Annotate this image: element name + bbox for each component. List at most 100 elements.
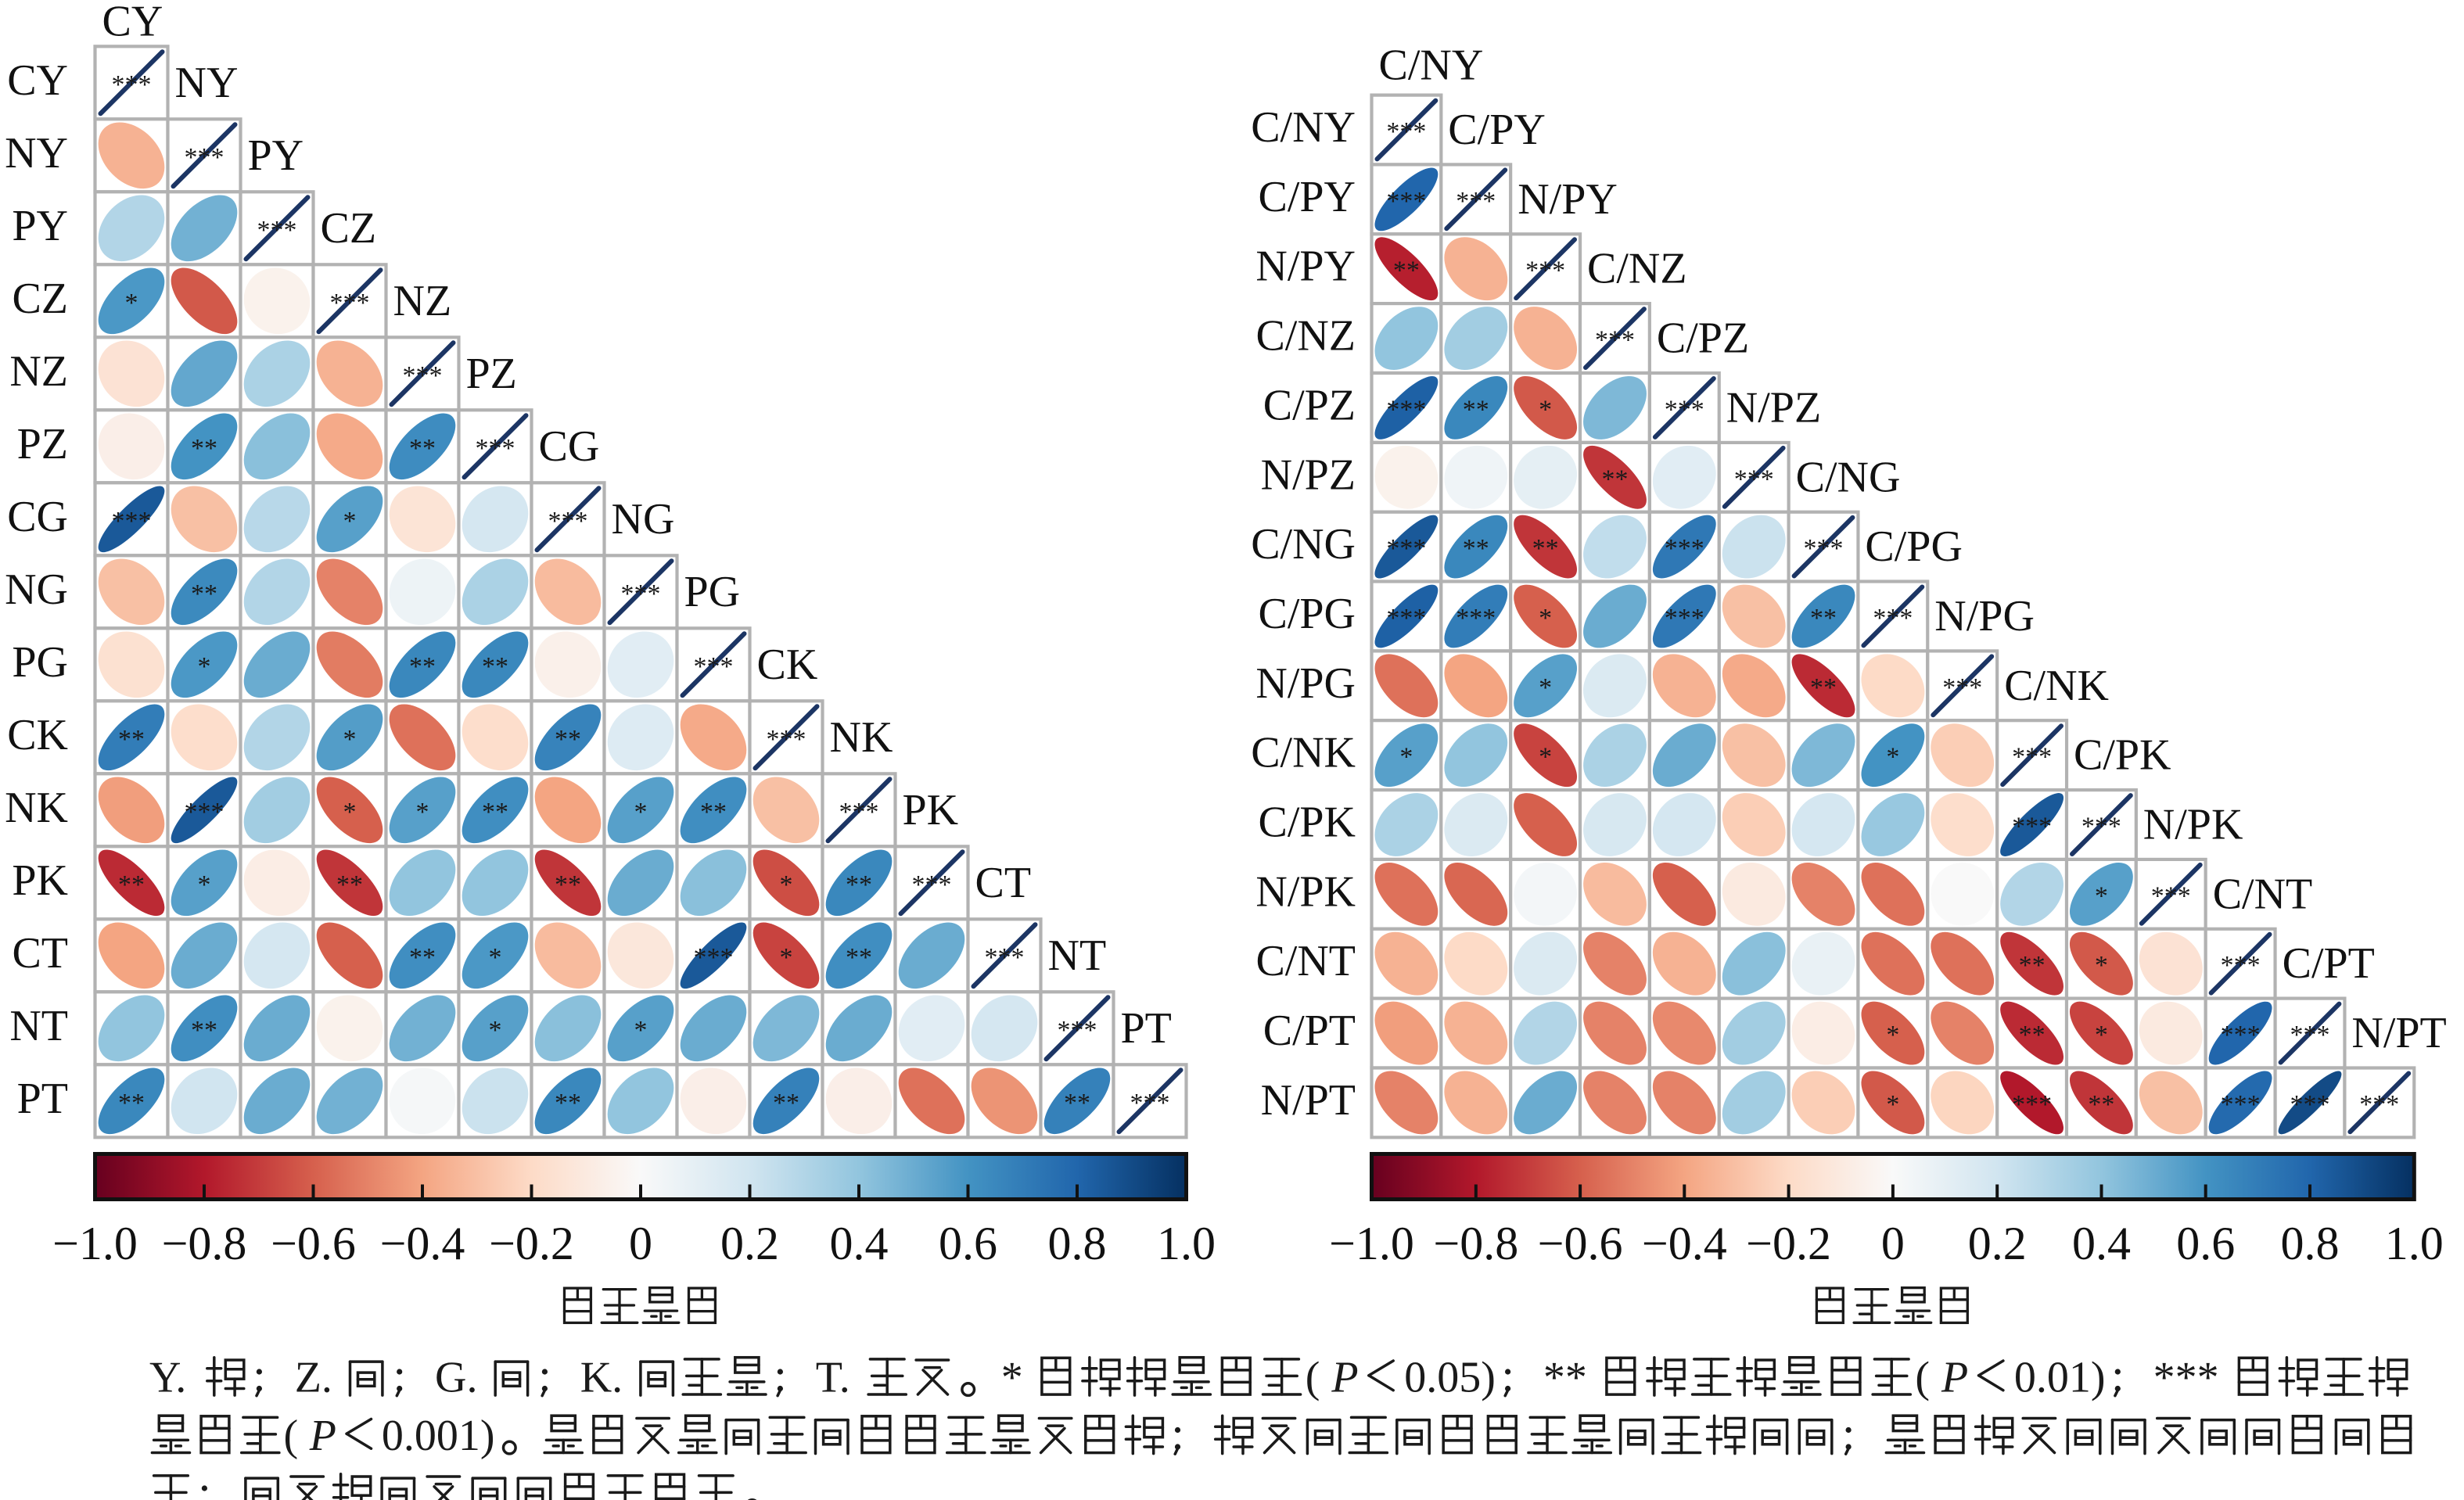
svg-text:***: *** <box>185 798 224 827</box>
svg-text:**: ** <box>1393 257 1420 285</box>
svg-text:NG: NG <box>612 495 675 544</box>
svg-text:***: *** <box>2359 1090 2399 1119</box>
svg-text:N/PG: N/PG <box>1255 659 1356 708</box>
svg-text:PY: PY <box>248 131 304 180</box>
svg-text:*: * <box>1001 1354 1023 1402</box>
svg-text:***: *** <box>1873 604 1913 633</box>
svg-text:***: *** <box>1386 534 1426 563</box>
svg-text:*: * <box>2095 1021 2108 1050</box>
svg-text:***: *** <box>2221 1021 2261 1050</box>
svg-text:**: ** <box>409 943 436 972</box>
svg-text:***: *** <box>1130 1089 1170 1118</box>
svg-text:*: * <box>1886 743 1899 772</box>
svg-text:C/NT: C/NT <box>1255 937 1356 985</box>
svg-text:P: P <box>1331 1354 1358 1402</box>
svg-text:0: 0 <box>629 1218 652 1269</box>
svg-text:−0.4: −0.4 <box>380 1218 465 1269</box>
svg-text:G.: G. <box>435 1354 477 1402</box>
svg-text:*: * <box>489 1016 502 1045</box>
svg-text:***: *** <box>1665 534 1704 563</box>
svg-text:*: * <box>780 870 793 899</box>
svg-text:***: *** <box>2081 813 2121 842</box>
svg-text:(: ( <box>284 1412 299 1460</box>
svg-text:***: *** <box>839 798 879 827</box>
svg-text:**: ** <box>2019 1021 2046 1050</box>
svg-text:CZ: CZ <box>321 204 377 253</box>
svg-text:*: * <box>1886 1090 1899 1119</box>
svg-text:C/NG: C/NG <box>1796 453 1901 501</box>
svg-text:**: ** <box>773 1089 799 1118</box>
svg-text:−0.2: −0.2 <box>1746 1218 1831 1269</box>
svg-text:*: * <box>634 798 648 827</box>
svg-text:C/PZ: C/PZ <box>1657 314 1749 363</box>
svg-text:**: ** <box>1463 534 1489 563</box>
svg-text:0.4: 0.4 <box>830 1218 889 1269</box>
svg-text:C/PZ: C/PZ <box>1263 381 1356 429</box>
svg-text:***: *** <box>1386 187 1426 216</box>
svg-text:−0.6: −0.6 <box>1538 1218 1623 1269</box>
svg-text:0.01): 0.01) <box>2014 1354 2106 1402</box>
svg-text:*: * <box>1539 604 1552 633</box>
svg-text:CK: CK <box>757 641 818 689</box>
svg-text:***: *** <box>1734 465 1774 493</box>
svg-text:***: *** <box>2151 881 2191 910</box>
svg-text:−0.8: −0.8 <box>1433 1218 1518 1269</box>
svg-text:***: *** <box>1058 1016 1097 1045</box>
svg-text:N/PK: N/PK <box>1255 867 1356 916</box>
svg-text:CG: CG <box>539 422 600 471</box>
svg-text:PG: PG <box>684 568 741 616</box>
svg-text:0.4: 0.4 <box>2072 1218 2131 1269</box>
svg-text:NG: NG <box>5 565 68 614</box>
svg-text:0.8: 0.8 <box>1048 1218 1107 1269</box>
svg-text:**: ** <box>1532 534 1559 563</box>
svg-text:(: ( <box>1306 1354 1320 1402</box>
svg-text:−0.6: −0.6 <box>271 1218 356 1269</box>
svg-text:NK: NK <box>830 713 893 762</box>
svg-text:0.6: 0.6 <box>939 1218 997 1269</box>
svg-text:***: *** <box>1456 604 1496 633</box>
svg-text:*: * <box>1539 395 1552 424</box>
svg-text:C/NG: C/NG <box>1251 520 1356 569</box>
svg-text:P: P <box>1941 1354 1968 1402</box>
svg-text:**: ** <box>700 798 727 827</box>
svg-text:PT: PT <box>1121 1004 1172 1053</box>
svg-text:***: *** <box>1665 604 1704 633</box>
svg-text:CT: CT <box>975 859 1032 907</box>
svg-text:*: * <box>343 725 357 754</box>
svg-text:NY: NY <box>175 59 239 107</box>
svg-text:Y.: Y. <box>149 1354 186 1402</box>
svg-text:N/PY: N/PY <box>1255 242 1356 291</box>
svg-text:**: ** <box>1810 604 1837 633</box>
svg-text:***: *** <box>1804 534 1844 563</box>
svg-text:C/PT: C/PT <box>1263 1007 1356 1055</box>
svg-text:C/PY: C/PY <box>1259 173 1356 221</box>
svg-text:(: ( <box>1915 1354 1930 1402</box>
svg-text:**: ** <box>1064 1089 1090 1118</box>
svg-text:**: ** <box>118 870 145 899</box>
svg-text:*: * <box>416 798 429 827</box>
svg-text:C/PK: C/PK <box>2074 731 2171 780</box>
svg-text:***: *** <box>330 289 370 318</box>
svg-text:***: *** <box>2221 951 2261 980</box>
svg-text:**: ** <box>409 652 436 681</box>
svg-text:C/PK: C/PK <box>1259 798 1356 847</box>
svg-text:PK: PK <box>903 786 959 834</box>
svg-text:***: *** <box>1456 187 1496 216</box>
svg-text:***: *** <box>2153 1354 2219 1402</box>
svg-text:1.0: 1.0 <box>2385 1218 2444 1269</box>
svg-text:*: * <box>343 507 357 536</box>
svg-text:***: *** <box>1595 326 1635 355</box>
svg-text:Z.: Z. <box>295 1354 332 1402</box>
svg-text:PG: PG <box>12 638 68 687</box>
svg-text:0.8: 0.8 <box>2281 1218 2340 1269</box>
svg-text:PZ: PZ <box>17 420 68 468</box>
svg-text:−0.2: −0.2 <box>489 1218 574 1269</box>
svg-text:N/PY: N/PY <box>1518 175 1618 224</box>
svg-text:**: ** <box>1602 465 1629 493</box>
svg-text:**: ** <box>1463 395 1489 424</box>
svg-text:PK: PK <box>12 856 68 905</box>
svg-text:*: * <box>198 652 211 681</box>
svg-text:***: *** <box>476 434 515 463</box>
svg-text:0: 0 <box>1881 1218 1905 1269</box>
svg-text:**: ** <box>555 1089 581 1118</box>
